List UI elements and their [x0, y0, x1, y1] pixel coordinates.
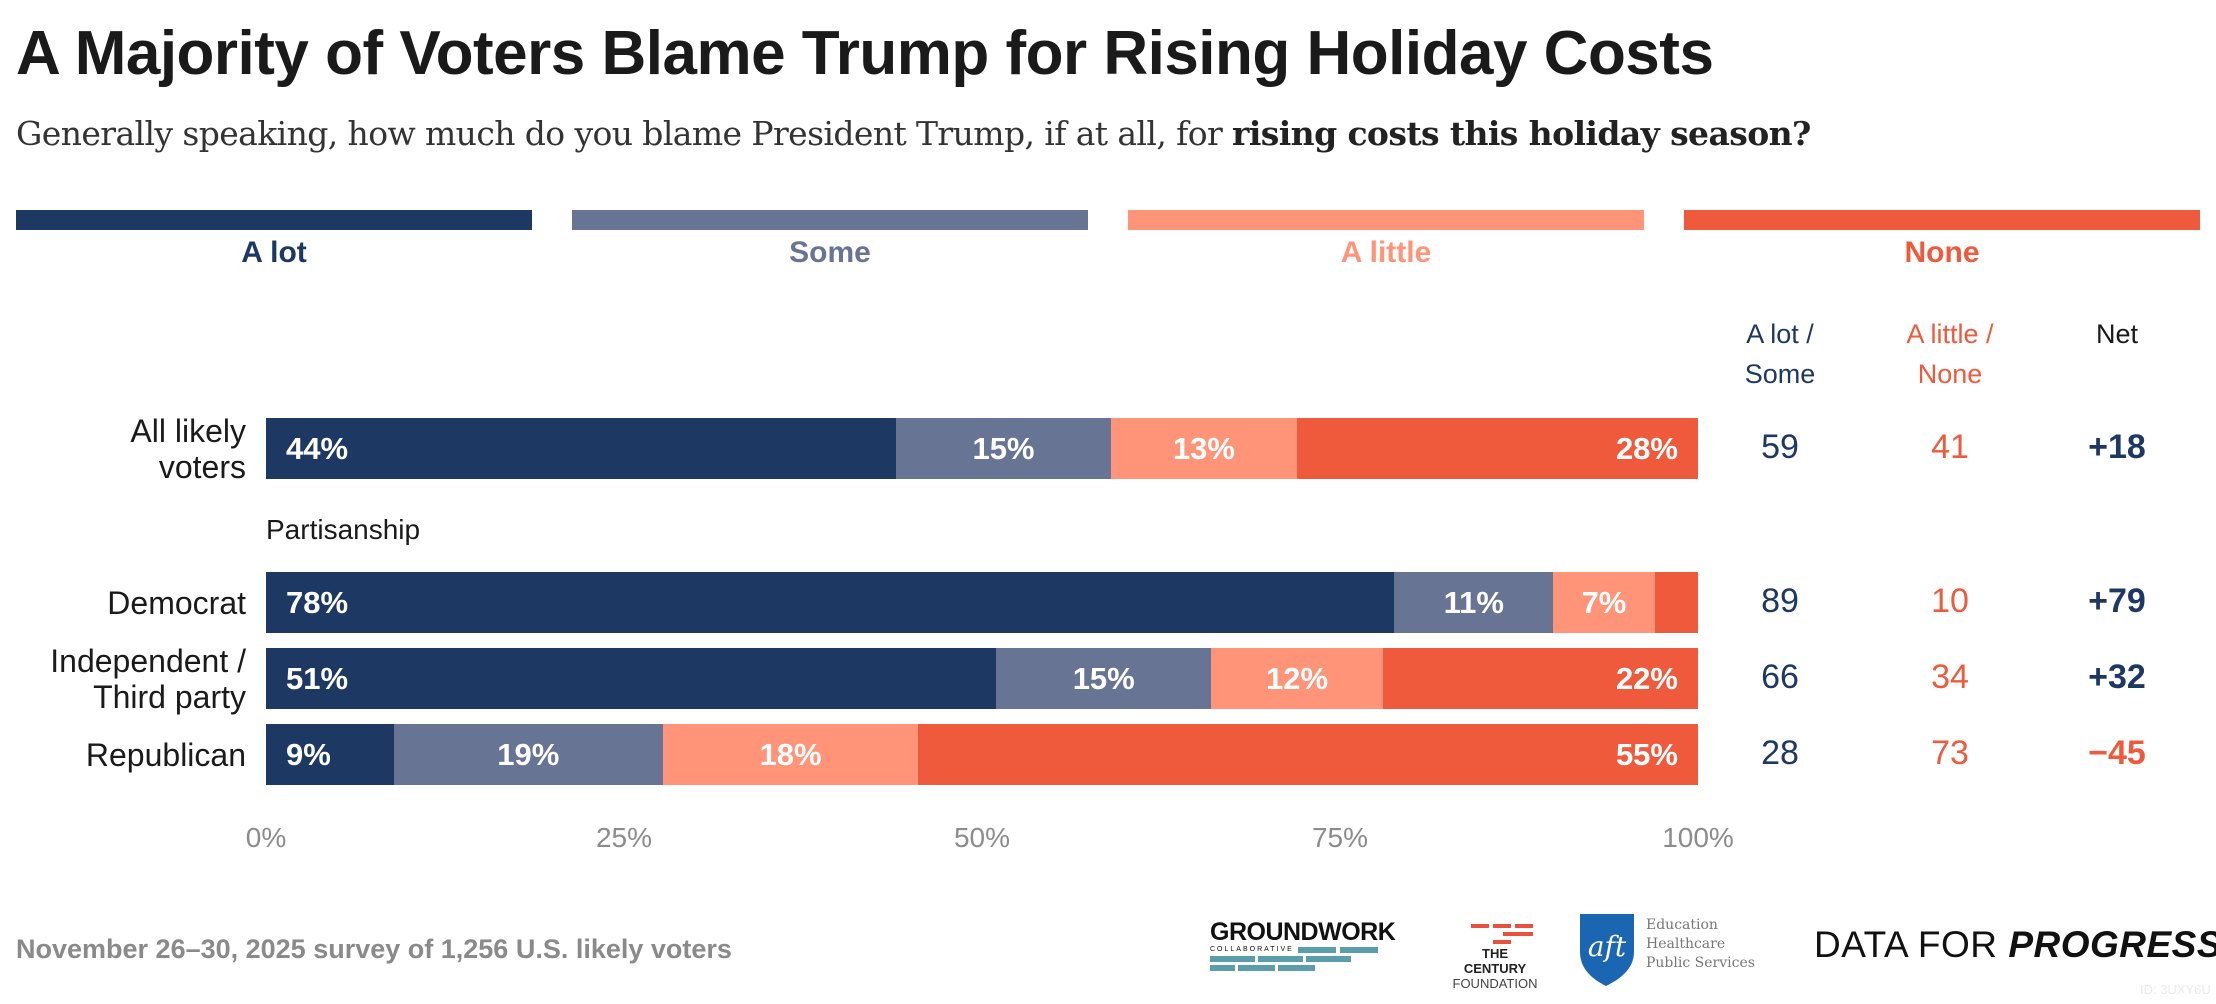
stat-a-little-none: 73	[1931, 734, 1969, 772]
bar-segment-a-lot: 9%	[266, 724, 394, 785]
bar-label-a-little: 13%	[1172, 431, 1235, 466]
bar-segment-some: 15%	[896, 418, 1111, 479]
legend-swatch-none	[1684, 210, 2200, 230]
chart-title: A Majority of Voters Blame Trump for Ris…	[16, 19, 1714, 88]
bar-segment-some: 19%	[393, 724, 663, 785]
aft-line-education: Education	[1646, 917, 1718, 933]
century-foundation-line2: FOUNDATION	[1452, 976, 1538, 991]
data-for-progress-logo: DATA FOR PROGRESS	[1800, 924, 2216, 965]
bar-label-a-lot: 78%	[286, 585, 349, 620]
row-label-republican: Republican	[86, 737, 246, 773]
stat-a-lot-some: 66	[1761, 658, 1799, 696]
bar-segment-a-lot: 78%	[266, 572, 1395, 633]
aft-line-healthcare: Healthcare	[1646, 936, 1726, 952]
stat-net: +79	[2088, 582, 2146, 620]
row-label-line: Republican	[85, 736, 246, 773]
bar-segment-a-lot: 44%	[266, 418, 897, 479]
x-axis-tick-label: 25%	[595, 822, 653, 853]
x-axis-tick-label: 50%	[953, 822, 1011, 853]
legend-label-a-lot: A lot	[241, 236, 307, 269]
stat-a-lot-some: 59	[1761, 428, 1799, 466]
column-header-a-lot-some-line2: Some	[1744, 359, 1816, 389]
groundwork-logo: GROUNDWORK COLLABORATIVE	[1210, 918, 1396, 978]
row-label-line: Independent /	[50, 642, 246, 679]
dfp-logo-bold: PROGRESS	[2008, 924, 2216, 965]
subtitle-bold: rising costs this holiday season?	[1232, 114, 1811, 153]
stat-a-little-none: 41	[1931, 428, 1969, 466]
x-axis-tick-label: 75%	[1311, 822, 1369, 853]
bar-label-some: 15%	[1072, 661, 1135, 696]
column-header-a-lot-some-line1: A lot /	[1746, 319, 1814, 349]
bar-segment-none: 55%	[918, 724, 1698, 785]
row-label-line: Third party	[93, 678, 246, 715]
column-header-net-line1: Net	[2095, 319, 2139, 349]
column-header-a-little-none: A little / None	[1870, 314, 2030, 394]
legend-label-some: Some	[789, 236, 871, 269]
legend-swatch-a-little	[1128, 210, 1644, 230]
row-label-democrat: Democrat	[107, 585, 246, 621]
column-header-a-little-none-line2: None	[1917, 359, 1983, 389]
aft-line-public-services: Public Services	[1646, 955, 1755, 971]
bar-segment-none: 22%	[1382, 648, 1698, 709]
row-label-line: voters	[158, 448, 246, 485]
stat-a-lot-some: 89	[1761, 582, 1799, 620]
bar-label-a-lot: 44%	[286, 431, 349, 466]
stat-a-lot-some: 28	[1761, 734, 1799, 772]
stat-net: +18	[2088, 428, 2146, 466]
chart-subtitle: Generally speaking, how much do you blam…	[16, 114, 1811, 153]
chart-id-watermark: ID: 3UXY6U	[2140, 982, 2211, 997]
legend-swatch-a-lot	[16, 210, 532, 230]
aft-shield-icon: aft	[1580, 914, 1634, 986]
stat-a-little-none: 10	[1931, 582, 1969, 620]
x-axis-tick-label: 100%	[1662, 822, 1734, 853]
aft-logo: aft Education Healthcare Public Services	[1578, 912, 1768, 988]
bar-label-a-little: 12%	[1266, 661, 1329, 696]
bar-segment-a-little: 7%	[1553, 572, 1655, 633]
bar-segment-none: 28%	[1297, 418, 1698, 479]
stat-net: −45	[2088, 734, 2146, 772]
x-axis-tick-label: 0%	[245, 822, 287, 853]
bar-segment-some: 11%	[1394, 572, 1554, 633]
century-foundation-line1: THE CENTURY	[1463, 946, 1527, 976]
row-label-all-likely-voters: All likely voters	[130, 413, 246, 485]
bar-segment-a-little: 18%	[662, 724, 919, 785]
row-label-line: All likely	[130, 412, 246, 449]
footnote: November 26–30, 2025 survey of 1,256 U.S…	[16, 934, 732, 964]
legend-label-a-little: A little	[1340, 236, 1432, 269]
bar-segment-some: 15%	[996, 648, 1212, 709]
stat-net: +32	[2088, 658, 2146, 696]
bar-label-none: 28%	[1615, 431, 1678, 466]
bar-label-none: 55%	[1615, 737, 1678, 772]
bar-segment-a-little: 13%	[1110, 418, 1298, 479]
column-header-a-lot-some: A lot / Some	[1700, 314, 1860, 394]
bar-segment-a-lot: 51%	[266, 648, 997, 709]
bar-segment-a-little: 12%	[1211, 648, 1383, 709]
column-header-net: Net	[2037, 314, 2197, 354]
bar-label-a-little: 7%	[1581, 585, 1627, 620]
century-foundation-logo: THE CENTURY FOUNDATION	[1440, 922, 1540, 991]
bar-label-some: 11%	[1443, 585, 1504, 620]
row-label-line: Democrat	[107, 584, 246, 621]
legend-label-none: None	[1904, 236, 1980, 269]
aft-mark: aft	[1588, 930, 1627, 963]
column-header-a-little-none-line1: A little /	[1906, 319, 1994, 349]
row-label-independent-third-party: Independent / Third party	[50, 643, 246, 715]
subtitle-plain: Generally speaking, how much do you blam…	[16, 114, 1233, 153]
bar-label-some: 15%	[972, 431, 1035, 466]
groundwork-logo-sub: COLLABORATIVE	[1210, 946, 1294, 953]
bar-segment-none	[1654, 572, 1698, 633]
stat-a-little-none: 34	[1931, 658, 1969, 696]
legend-swatch-some	[572, 210, 1088, 230]
bar-label-a-little: 18%	[759, 737, 822, 772]
bar-label-some: 19%	[497, 737, 560, 772]
dfp-logo-regular: DATA FOR	[1814, 924, 2009, 965]
bar-label-a-lot: 51%	[286, 661, 349, 696]
bar-label-none: 22%	[1615, 661, 1678, 696]
group-label-partisanship: Partisanship	[266, 514, 421, 545]
groundwork-logo-name: GROUNDWORK	[1210, 918, 1396, 946]
century-foundation-mark-icon	[1471, 924, 1533, 944]
bar-label-a-lot: 9%	[286, 737, 331, 772]
